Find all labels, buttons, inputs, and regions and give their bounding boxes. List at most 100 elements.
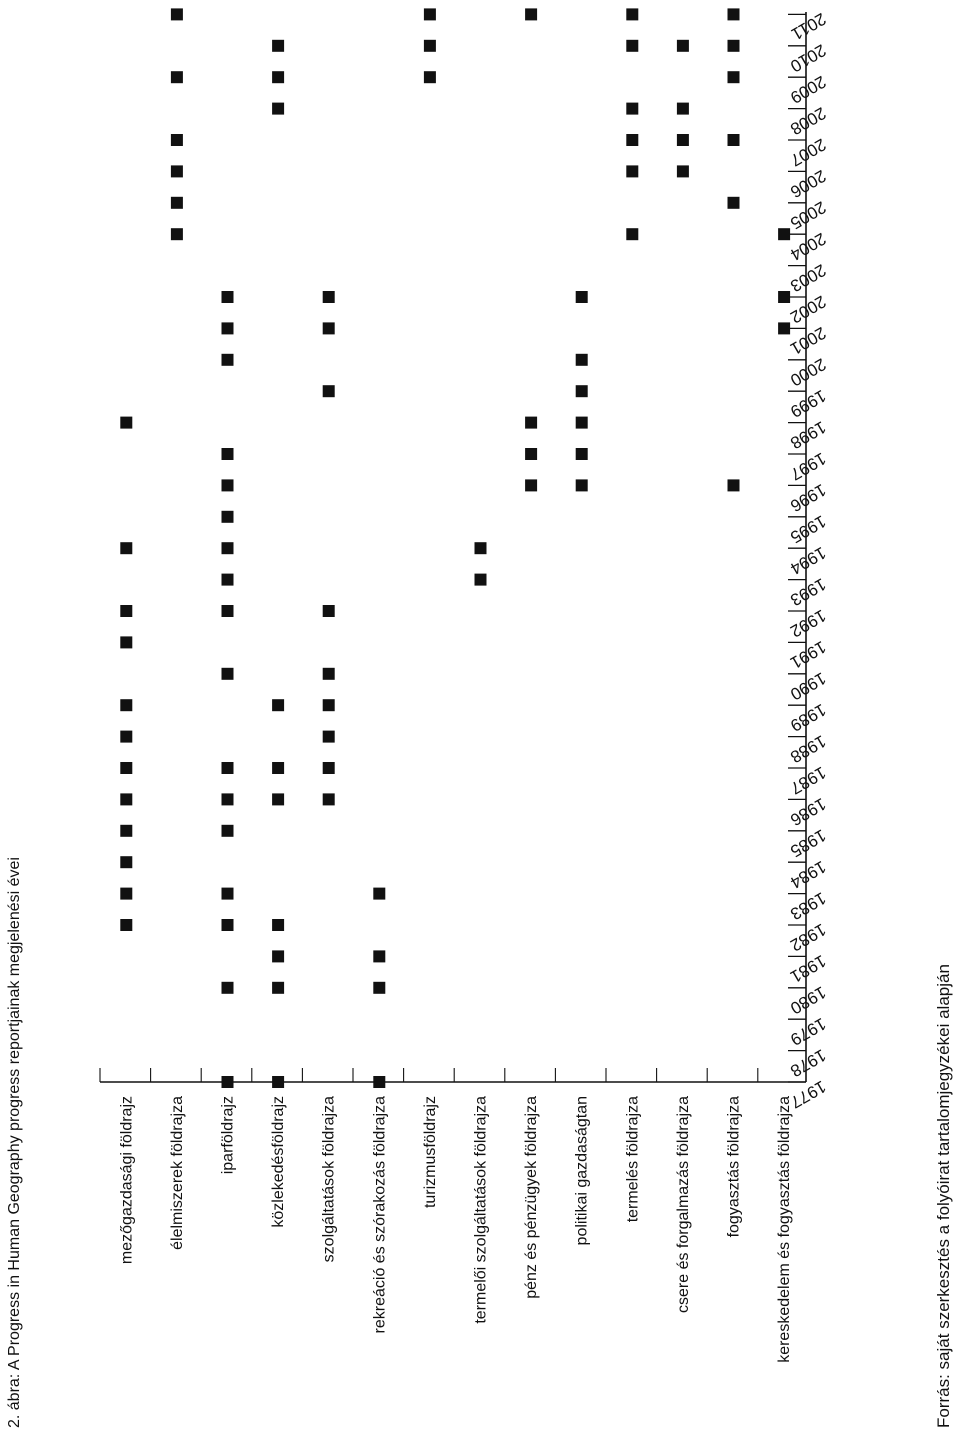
- data-point: [272, 762, 285, 774]
- data-point: [272, 919, 285, 931]
- data-point: [322, 730, 335, 743]
- data-point: [272, 699, 285, 712]
- data-point: [221, 981, 234, 994]
- data-point: [120, 887, 133, 900]
- data-point: [120, 542, 133, 555]
- data-point: [778, 291, 791, 303]
- data-point: [575, 353, 588, 366]
- data-point: [727, 8, 740, 21]
- data-point: [575, 291, 588, 303]
- data-point: [221, 353, 234, 366]
- data-point: [626, 39, 639, 52]
- data-point: [221, 542, 234, 555]
- data-point: [322, 322, 335, 335]
- data-point: [221, 824, 234, 837]
- data-point: [120, 605, 133, 617]
- data-point: [525, 8, 538, 21]
- data-point: [120, 730, 133, 743]
- data-point: [626, 165, 639, 178]
- data-point: [322, 762, 335, 774]
- data-point: [221, 605, 234, 617]
- data-point: [626, 102, 639, 115]
- data-point: [676, 165, 689, 178]
- data-point: [221, 479, 234, 492]
- data-point: [322, 385, 335, 398]
- data-point: [676, 134, 689, 146]
- data-point: [778, 322, 791, 335]
- data-point: [221, 291, 234, 303]
- category-label: rekreáció és szórakozás földrajza: [371, 1096, 388, 1334]
- data-point: [373, 887, 386, 900]
- category-label: csere és forgalmazás földrajza: [675, 1096, 692, 1313]
- category-label: termelés földrajza: [624, 1096, 641, 1222]
- data-point: [373, 981, 386, 994]
- category-label: politikai gazdaságtan: [574, 1096, 591, 1245]
- data-point: [474, 542, 487, 555]
- data-point: [525, 416, 538, 429]
- data-point: [676, 102, 689, 115]
- data-point: [221, 1076, 234, 1088]
- data-point: [272, 1076, 285, 1088]
- data-point: [575, 448, 588, 460]
- data-point: [221, 667, 234, 680]
- data-point: [120, 762, 133, 774]
- data-point: [727, 479, 740, 492]
- category-label: pénz és pénzügyek földrajza: [523, 1096, 540, 1299]
- data-point: [170, 134, 183, 146]
- data-point: [727, 39, 740, 52]
- data-point: [170, 228, 183, 241]
- category-label: közlekedésföldrajz: [270, 1096, 287, 1228]
- data-point: [221, 573, 234, 586]
- category-label: élelmiszerek földrajza: [169, 1096, 186, 1250]
- category-label: termelői szolgáltatások földrajza: [473, 1096, 490, 1324]
- data-point: [272, 793, 285, 806]
- category-label: iparföldrajz: [220, 1096, 237, 1174]
- data-point: [221, 510, 234, 523]
- data-point: [120, 636, 133, 649]
- data-point: [676, 39, 689, 52]
- data-point: [221, 919, 234, 931]
- data-point: [120, 824, 133, 837]
- data-point: [525, 479, 538, 492]
- data-point: [120, 793, 133, 806]
- data-point: [423, 8, 436, 21]
- data-point: [575, 385, 588, 398]
- data-point: [221, 448, 234, 460]
- data-point: [120, 856, 133, 869]
- data-point: [525, 448, 538, 460]
- data-point: [626, 134, 639, 146]
- data-point: [322, 605, 335, 617]
- data-point: [778, 228, 791, 241]
- data-point: [221, 887, 234, 900]
- data-point: [727, 134, 740, 146]
- data-point: [322, 793, 335, 806]
- data-point: [221, 762, 234, 774]
- data-point: [170, 71, 183, 84]
- data-point: [423, 71, 436, 84]
- category-label: mezőgazdasági földrajz: [118, 1096, 135, 1264]
- data-point: [272, 71, 285, 84]
- data-point: [170, 8, 183, 21]
- category-label: szolgáltatások földrajza: [321, 1096, 338, 1262]
- data-point: [120, 416, 133, 429]
- data-point: [373, 950, 386, 963]
- data-point: [626, 8, 639, 21]
- data-point: [272, 950, 285, 963]
- category-label: kereskedelem és fogyasztás földrajza: [776, 1096, 793, 1363]
- data-point: [575, 479, 588, 492]
- data-point: [170, 165, 183, 178]
- data-point: [272, 39, 285, 52]
- category-label: fogyasztás földrajza: [726, 1096, 743, 1238]
- data-point: [322, 699, 335, 712]
- data-point: [322, 291, 335, 303]
- data-point: [727, 71, 740, 84]
- data-point: [423, 39, 436, 52]
- category-label: turizmusföldrajz: [422, 1096, 439, 1208]
- data-point: [272, 102, 285, 115]
- data-point: [474, 573, 487, 586]
- data-point: [626, 228, 639, 241]
- data-point: [120, 919, 133, 931]
- data-point: [727, 196, 740, 209]
- data-point: [373, 1076, 386, 1088]
